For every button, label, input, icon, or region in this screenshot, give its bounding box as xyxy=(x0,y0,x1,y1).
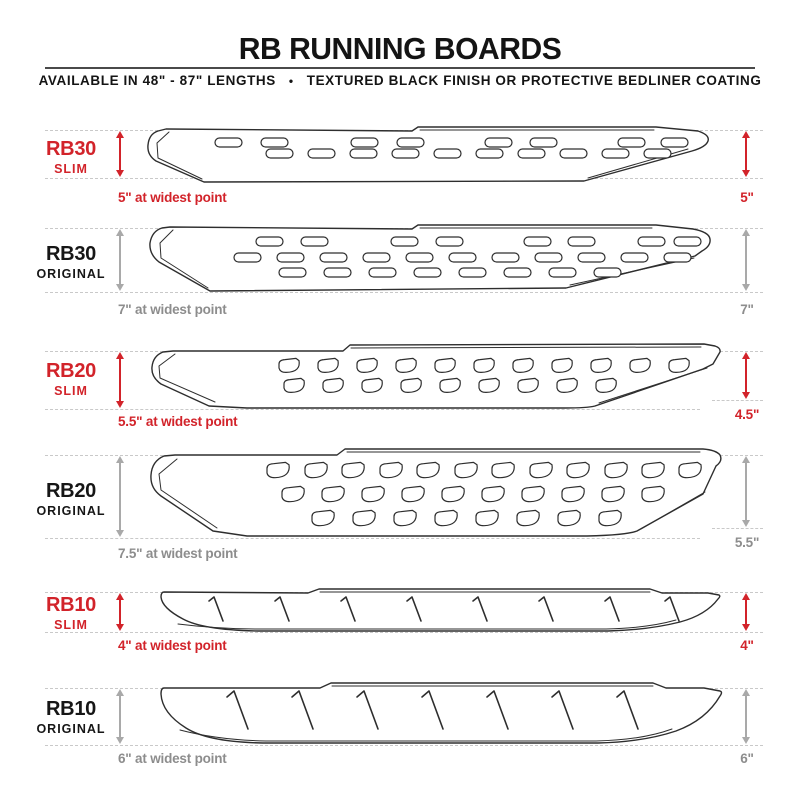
arrow-shaft xyxy=(745,136,747,172)
rb10-slim-board-drawing xyxy=(148,588,724,635)
rb20-original-board-drawing xyxy=(147,448,730,541)
right-dimension-arrow xyxy=(742,593,750,631)
left-dimension-arrow xyxy=(116,131,124,177)
widest-point-label: 7.5" at widest point xyxy=(118,546,238,561)
left-dimension-arrow xyxy=(116,456,124,537)
bottom-extension-line xyxy=(45,632,763,633)
height-measurement-label: 5" xyxy=(740,190,754,205)
arrow-shaft xyxy=(745,598,747,626)
widest-point-label: 6" at widest point xyxy=(118,751,227,766)
subtitle-lengths: AVAILABLE IN 48" - 87" LENGTHS xyxy=(38,73,276,88)
model-name: RB20 xyxy=(46,360,96,382)
arrow-shaft xyxy=(745,694,747,739)
subtitle-separator: • xyxy=(288,73,294,88)
left-dimension-arrow xyxy=(116,352,124,408)
right-dimension-arrow xyxy=(742,456,750,527)
arrow-shaft xyxy=(119,694,121,739)
variant-name: ORIGINAL xyxy=(36,504,106,518)
variant-name: ORIGINAL xyxy=(36,267,106,281)
row-rb10-original-label: RB10 ORIGINAL xyxy=(11,699,131,736)
subtitle-finish: TEXTURED BLACK FINISH OR PROTECTIVE BEDL… xyxy=(306,73,762,88)
model-name: RB30 xyxy=(46,243,96,265)
height-measurement-label: 7" xyxy=(740,302,754,317)
right-dimension-arrow xyxy=(742,352,750,399)
right-dimension-arrow xyxy=(742,131,750,177)
left-dimension-arrow xyxy=(116,229,124,291)
height-measurement-label: 4.5" xyxy=(734,407,760,422)
widest-point-label: 5.5" at widest point xyxy=(118,414,238,429)
left-dimension-arrow xyxy=(116,593,124,631)
model-name: RB30 xyxy=(46,138,96,160)
variant-name: SLIM xyxy=(54,384,88,398)
variant-name: SLIM xyxy=(54,618,88,632)
model-name: RB20 xyxy=(46,480,96,502)
variant-name: ORIGINAL xyxy=(36,722,106,736)
arrow-shaft xyxy=(119,136,121,172)
bottom-extension-line xyxy=(45,409,700,410)
arrow-shaft xyxy=(745,461,747,522)
widest-point-label: 4" at widest point xyxy=(118,638,227,653)
row-rb10-slim-label: RB10 SLIM xyxy=(11,595,131,632)
bottom-extension-line xyxy=(45,292,763,293)
subtitle: AVAILABLE IN 48" - 87" LENGTHS • TEXTURE… xyxy=(0,73,800,88)
right-extension-line xyxy=(712,528,763,529)
right-dimension-arrow xyxy=(742,689,750,744)
arrow-shaft xyxy=(745,357,747,394)
variant-name: SLIM xyxy=(54,162,88,176)
right-dimension-arrow xyxy=(742,229,750,291)
bottom-extension-line xyxy=(45,745,763,746)
page-title: RB RUNNING BOARDS xyxy=(238,31,562,66)
left-dimension-arrow xyxy=(116,689,124,744)
bottom-extension-line xyxy=(45,538,700,539)
row-rb20-slim-label: RB20 SLIM xyxy=(11,361,131,398)
arrow-shaft xyxy=(119,234,121,286)
row-rb30-original-label: RB30 ORIGINAL xyxy=(11,244,131,281)
widest-point-label: 5" at widest point xyxy=(118,190,227,205)
height-measurement-label: 4" xyxy=(740,638,754,653)
row-rb20-original-label: RB20 ORIGINAL xyxy=(11,481,131,518)
arrow-shaft xyxy=(119,598,121,626)
height-measurement-label: 5.5" xyxy=(734,535,760,550)
widest-point-label: 7" at widest point xyxy=(118,302,227,317)
height-measurement-label: 6" xyxy=(740,751,754,766)
model-name: RB10 xyxy=(46,698,96,720)
rb10-original-board-drawing xyxy=(148,682,727,748)
arrow-shaft xyxy=(745,234,747,286)
right-extension-line xyxy=(712,400,763,401)
rb30-slim-board-drawing xyxy=(144,125,720,187)
model-name: RB10 xyxy=(46,594,96,616)
title-underline xyxy=(45,67,755,69)
rb20-slim-board-drawing xyxy=(147,342,727,412)
arrow-shaft xyxy=(119,461,121,532)
row-rb30-slim-label: RB30 SLIM xyxy=(11,139,131,176)
rb30-original-board-drawing xyxy=(146,222,720,294)
arrow-shaft xyxy=(119,357,121,403)
